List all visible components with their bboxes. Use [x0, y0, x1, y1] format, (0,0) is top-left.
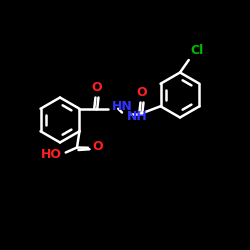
- Text: O: O: [92, 81, 102, 94]
- Text: O: O: [137, 86, 147, 99]
- Text: HO: HO: [41, 148, 62, 162]
- Text: Cl: Cl: [190, 44, 203, 58]
- Text: HN: HN: [112, 100, 133, 113]
- Text: O: O: [92, 140, 102, 153]
- Text: NH: NH: [126, 110, 147, 123]
